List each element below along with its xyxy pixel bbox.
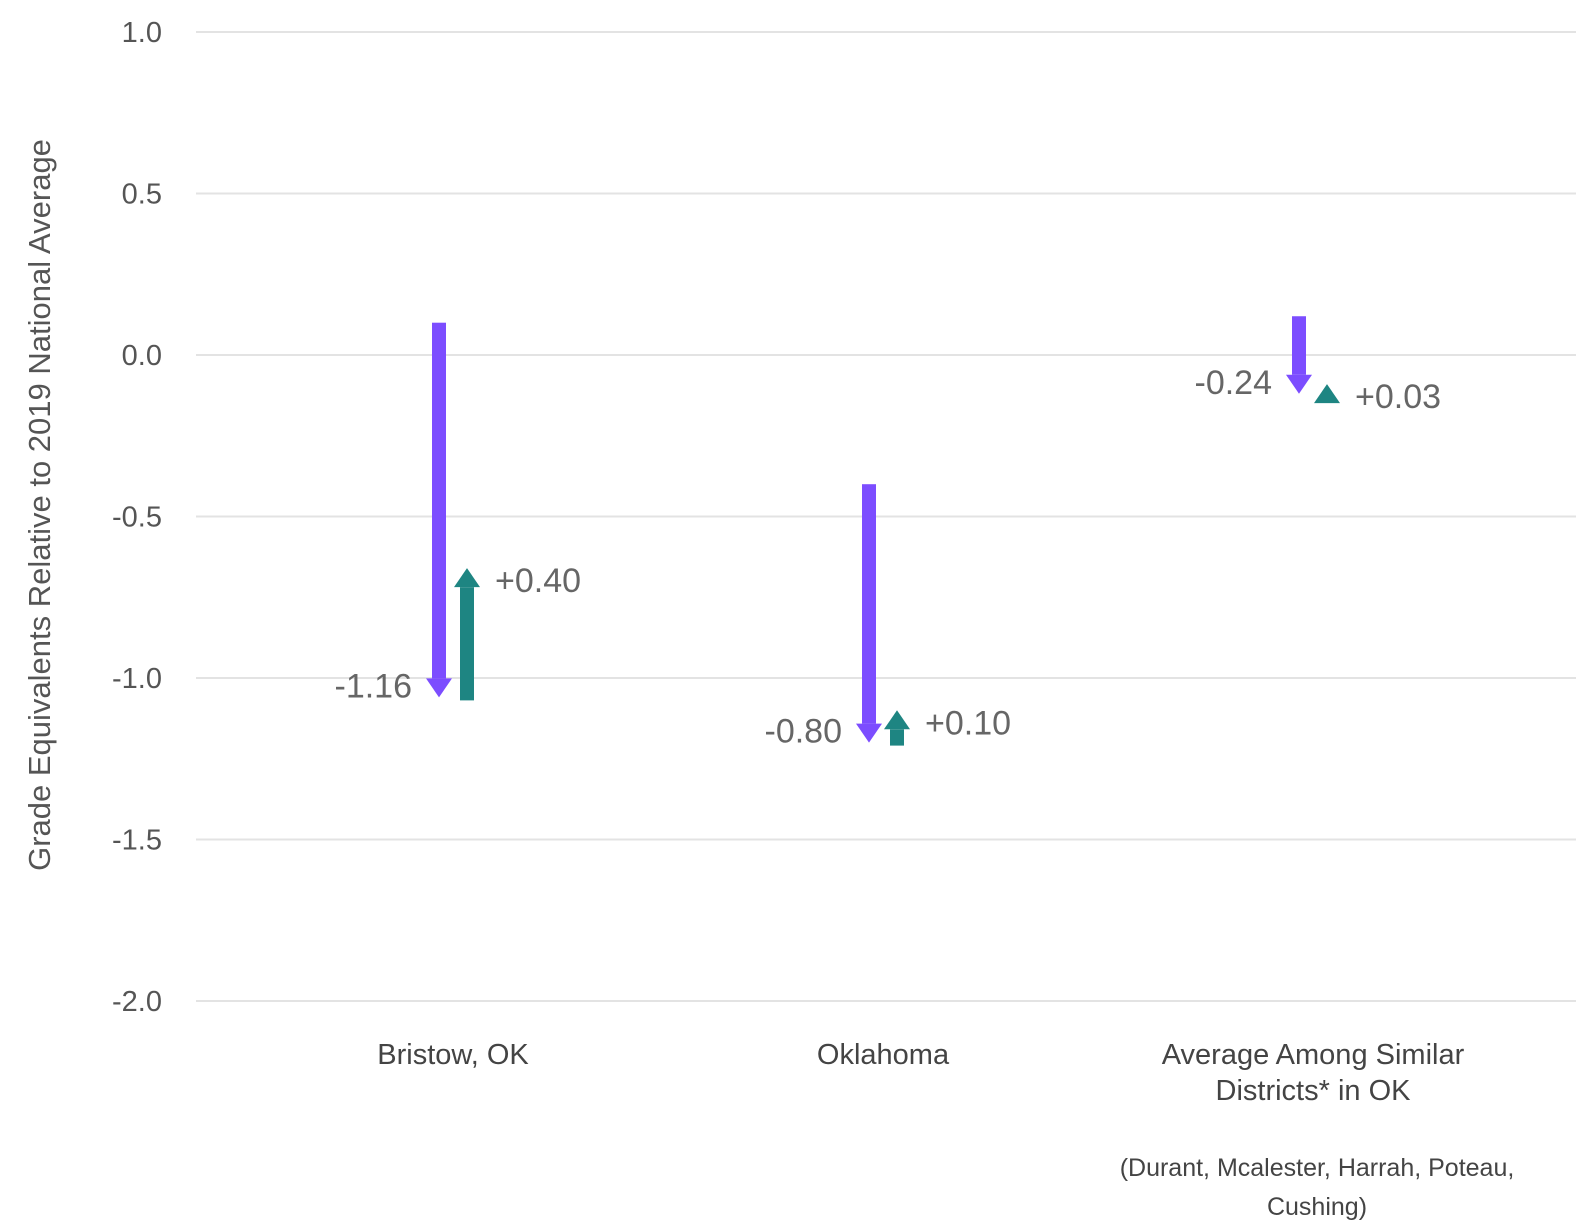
decline-label: -1.16 — [335, 667, 413, 705]
y-tick-label: -0.5 — [112, 502, 162, 534]
category-note: (Durant, Mcalester, Harrah, Poteau, — [1120, 1154, 1515, 1182]
y-tick-label: -2.0 — [112, 986, 162, 1018]
recovery-arrow-shaft — [890, 729, 904, 746]
y-tick-label: 0.0 — [122, 340, 162, 372]
recovery-label: +0.10 — [925, 704, 1011, 742]
recovery-arrow-shaft — [460, 587, 474, 701]
category-label: Oklahoma — [817, 1039, 950, 1071]
y-axis-label: Grade Equivalents Relative to 2019 Natio… — [22, 139, 57, 871]
decline-arrow-shaft — [432, 322, 446, 679]
decline-label: -0.24 — [1195, 364, 1273, 402]
decline-arrow-head — [426, 678, 452, 698]
grid-layer — [196, 31, 1576, 1002]
y-tick-label: 0.5 — [122, 179, 162, 211]
decline-arrow-shaft — [1292, 316, 1306, 375]
recovery-arrow — [1314, 384, 1340, 404]
recovery-arrow-head — [454, 568, 480, 588]
decline-arrow-head — [856, 723, 882, 743]
recovery-arrow — [884, 710, 910, 746]
decline-arrow — [1286, 316, 1312, 394]
decline-label: -0.80 — [765, 713, 843, 751]
y-tick-label: -1.5 — [112, 825, 162, 857]
recovery-arrow — [454, 568, 480, 701]
category-labels: Bristow, OK Oklahoma Average Among Similar… — [377, 1039, 1514, 1221]
recovery-label: +0.40 — [495, 562, 581, 600]
y-tick-label: -1.0 — [112, 663, 162, 695]
decline-arrow-head — [1286, 374, 1312, 394]
arrow-marks: -1.16 +0.40 -0.80 +0.10 -0.24 +0.03 — [335, 316, 1441, 751]
decline-arrow — [426, 322, 452, 698]
y-tick-labels: 1.0 0.5 0.0 -0.5 -1.0 -1.5 -2.0 — [112, 17, 162, 1018]
recovery-arrow-head — [884, 710, 910, 730]
decline-arrow-shaft — [862, 484, 876, 724]
y-tick-label: 1.0 — [122, 17, 162, 49]
recovery-label: +0.03 — [1355, 378, 1441, 416]
category-label: Average Among Similar — [1162, 1039, 1465, 1071]
category-label: Districts* in OK — [1216, 1075, 1412, 1107]
recovery-arrow-head — [1314, 384, 1340, 404]
decline-arrow — [856, 484, 882, 743]
category-label: Bristow, OK — [377, 1039, 529, 1071]
category-note: Cushing) — [1267, 1193, 1367, 1221]
